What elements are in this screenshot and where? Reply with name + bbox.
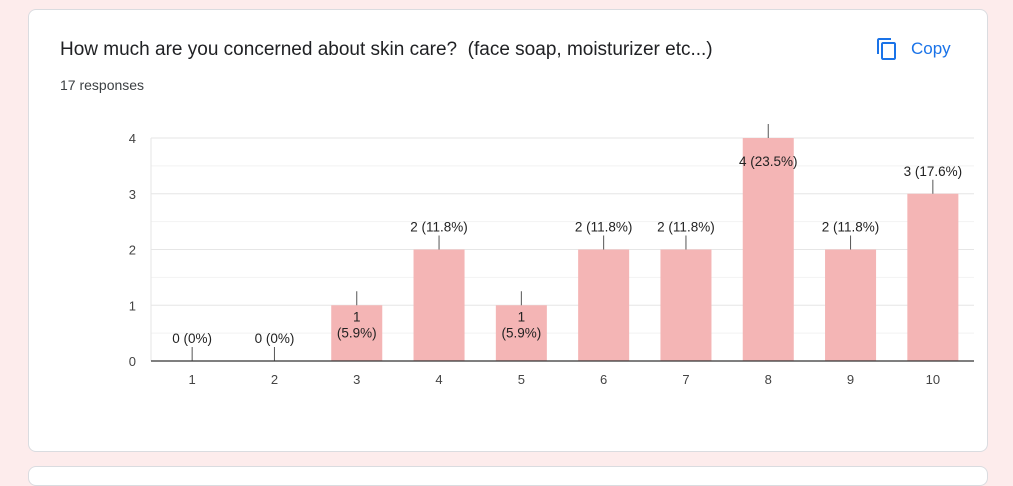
- y-tick-label: 4: [129, 131, 136, 146]
- data-label: (5.9%): [501, 325, 541, 340]
- data-label: 1: [518, 309, 526, 324]
- question-title: How much are you concerned about skin ca…: [60, 39, 713, 60]
- x-tick-label: 5: [518, 372, 525, 387]
- x-tick-label: 9: [847, 372, 854, 387]
- bar: [742, 138, 794, 361]
- data-label: 0 (0%): [172, 331, 212, 346]
- data-label: 1: [353, 309, 361, 324]
- x-tick-label: 10: [926, 372, 940, 387]
- bar: [578, 249, 630, 361]
- bar: [495, 305, 547, 361]
- x-tick-label: 4: [435, 372, 442, 387]
- data-label: 2 (11.8%): [410, 220, 468, 235]
- y-tick-label: 2: [129, 243, 136, 258]
- x-tick-label: 2: [271, 372, 278, 387]
- data-label: 2 (11.8%): [657, 220, 715, 235]
- y-tick-label: 0: [129, 354, 136, 369]
- data-label: 2 (11.8%): [575, 220, 633, 235]
- bar: [825, 249, 877, 361]
- data-label: (5.9%): [337, 325, 377, 340]
- next-question-card: [28, 466, 988, 486]
- copy-button-label: Copy: [911, 39, 951, 58]
- x-tick-label: 6: [600, 372, 607, 387]
- response-count: 17 responses: [60, 77, 145, 93]
- data-label: 0 (0%): [255, 331, 295, 346]
- copy-icon: [877, 38, 896, 60]
- x-tick-label: 8: [765, 372, 772, 387]
- data-label: 2 (11.8%): [822, 220, 880, 235]
- bar: [331, 305, 383, 361]
- data-label: 4 (23.5%): [739, 154, 798, 169]
- x-tick-label: 7: [682, 372, 689, 387]
- x-tick-label: 1: [189, 372, 196, 387]
- bar: [660, 249, 712, 361]
- x-tick-label: 3: [353, 372, 360, 387]
- y-tick-label: 1: [129, 298, 136, 313]
- bar: [907, 193, 959, 361]
- bar: [413, 249, 465, 361]
- y-tick-label: 3: [129, 187, 136, 202]
- copy-chart-button[interactable]: Copy: [869, 32, 957, 66]
- data-label: 3 (17.6%): [904, 164, 963, 179]
- response-summary-card: How much are you concerned about skin ca…: [28, 9, 988, 452]
